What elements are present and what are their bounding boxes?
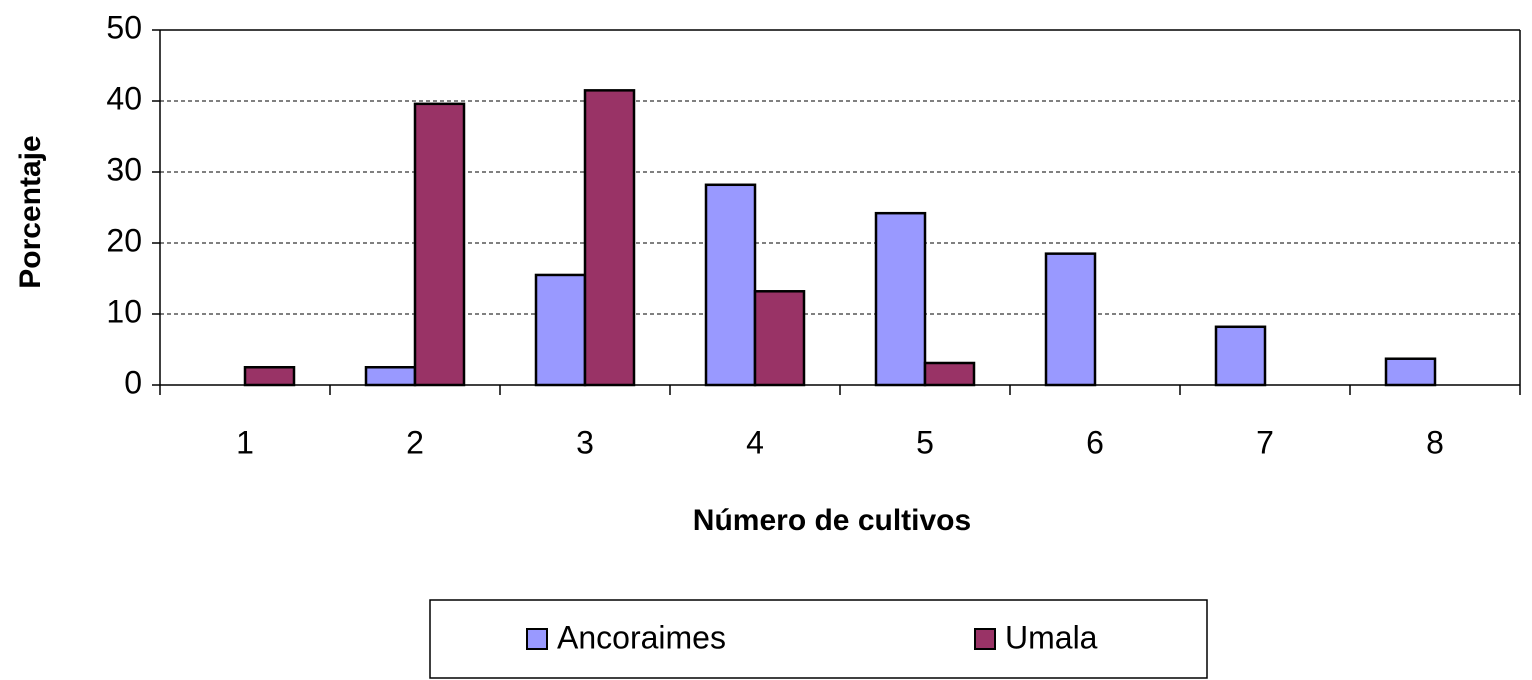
bar [534, 273, 587, 387]
bar [583, 89, 636, 387]
bar [1214, 325, 1267, 387]
bar [413, 102, 466, 387]
y-tick-label: 20 [106, 222, 142, 258]
legend-box [429, 599, 1208, 679]
x-tick-label: 2 [406, 424, 424, 460]
y-tick-label: 30 [106, 151, 142, 187]
bar [1044, 252, 1097, 387]
legend-swatch [526, 628, 548, 650]
legend-label: Ancoraimes [557, 619, 726, 655]
x-tick-label: 4 [746, 424, 764, 460]
x-tick-label: 3 [576, 424, 594, 460]
x-tick-label: 7 [1256, 424, 1274, 460]
legend-label: Umala [1005, 619, 1098, 655]
y-axis-title: Porcentaje [14, 135, 47, 288]
bar [243, 366, 296, 387]
bar [923, 361, 976, 387]
y-tick-label: 0 [124, 364, 142, 400]
bar [1384, 357, 1437, 387]
x-tick-label: 1 [236, 424, 254, 460]
y-tick-label: 50 [106, 9, 142, 45]
x-tick-label: 6 [1086, 424, 1104, 460]
bar [364, 366, 417, 387]
bar [753, 290, 806, 387]
bar [704, 183, 757, 387]
x-axis-title: Número de cultivos [693, 504, 971, 537]
legend-swatch [974, 628, 996, 650]
y-tick-label: 40 [106, 80, 142, 116]
x-tick-label: 5 [916, 424, 934, 460]
bar [874, 211, 927, 387]
y-tick-label: 10 [106, 293, 142, 329]
x-tick-label: 8 [1426, 424, 1444, 460]
